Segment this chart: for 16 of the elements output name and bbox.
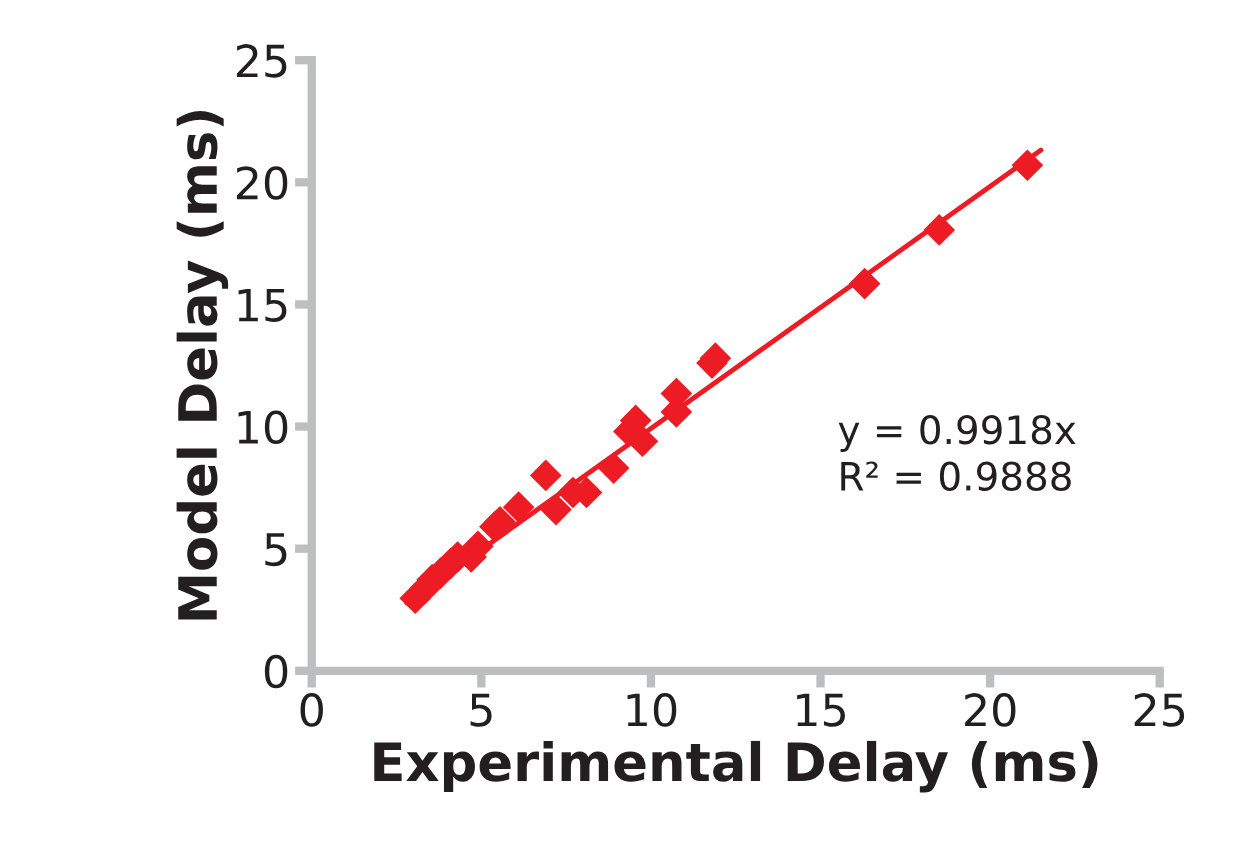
y-tick-label: 0 bbox=[264, 654, 288, 689]
y-tick-label: 5 bbox=[265, 533, 287, 567]
x-tick-label: 25 bbox=[1134, 693, 1185, 727]
y-tick-label: 20 bbox=[236, 166, 288, 200]
x-tick-label: 0 bbox=[300, 693, 323, 727]
x-tick-label: 5 bbox=[470, 693, 492, 727]
annotation: y = 0.9918x bbox=[838, 415, 1076, 452]
x-tick-label: 10 bbox=[627, 693, 677, 727]
y-tick-label: 10 bbox=[238, 410, 288, 445]
annotation: R² = 0.9888 bbox=[841, 461, 1071, 491]
x-axis-title: Experimental Delay (ms) bbox=[374, 740, 1098, 793]
y-axis-title: Model Delay (ms) bbox=[176, 111, 229, 620]
x-tick-label: 20 bbox=[965, 693, 1016, 727]
x-tick-label: 15 bbox=[797, 693, 845, 727]
y-tick-label: 15 bbox=[238, 288, 287, 322]
y-tick-label: 25 bbox=[236, 44, 287, 78]
